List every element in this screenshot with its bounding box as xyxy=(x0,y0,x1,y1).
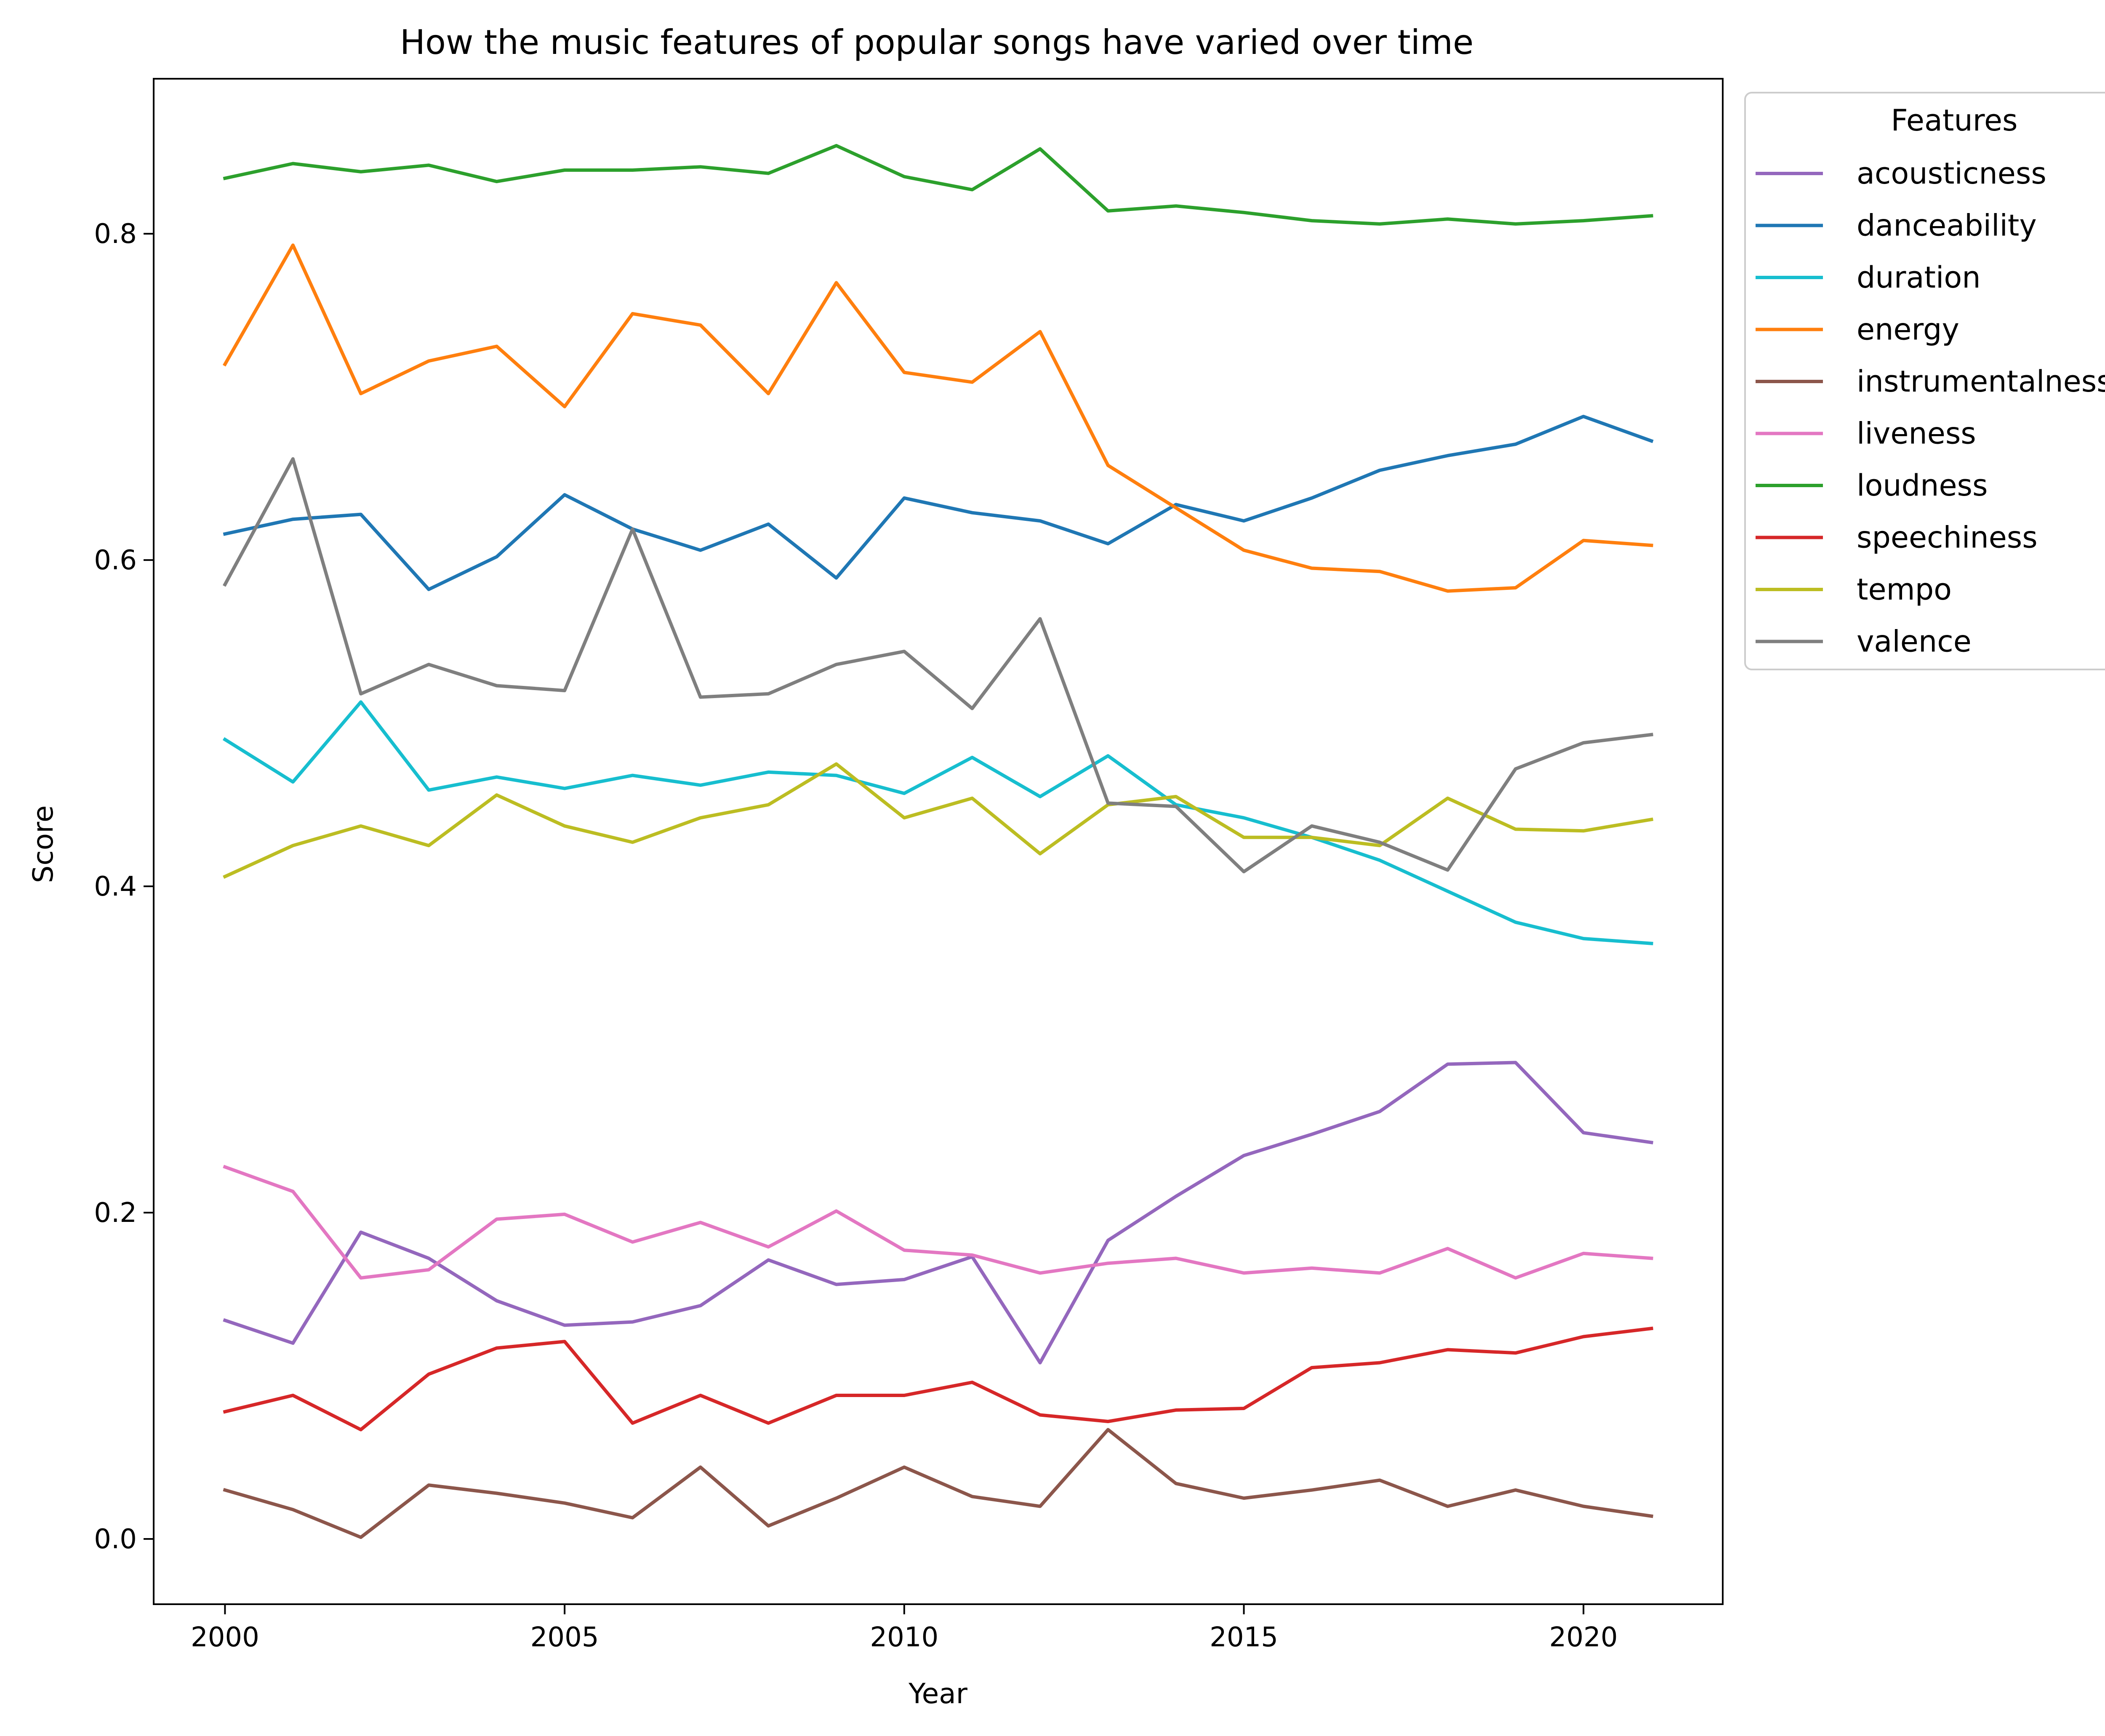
legend-label-tempo: tempo xyxy=(1857,572,1952,607)
series-layer xyxy=(222,144,1654,1539)
y-tick-label: 0.6 xyxy=(94,545,137,576)
series-line-valence xyxy=(222,457,1654,874)
series-line-loudness xyxy=(223,144,1653,226)
legend-title: Features xyxy=(1891,103,2018,138)
legend-label-danceability: danceability xyxy=(1857,208,2037,243)
legend-label-liveness: liveness xyxy=(1857,416,1976,451)
y-tick-label: 0.2 xyxy=(94,1197,137,1229)
x-tick-label: 2005 xyxy=(530,1622,599,1653)
series-line-duration xyxy=(222,700,1653,945)
series-line-danceability xyxy=(223,415,1654,591)
x-axis-label: Year xyxy=(908,1677,968,1710)
y-axis: 0.0 0.2 0.4 0.6 0.8 xyxy=(94,219,154,1555)
legend-label-loudness: loudness xyxy=(1857,468,1988,503)
legend-items: acousticness danceability duration energy in… xyxy=(1756,156,2105,659)
x-tick-label: 2010 xyxy=(870,1622,938,1653)
legend: Features acousticness danceability duratio… xyxy=(1744,92,2105,670)
y-axis-label: Score xyxy=(27,805,59,883)
legend-label-duration: duration xyxy=(1857,260,1981,295)
x-axis: 2000 2005 2010 2015 2020 xyxy=(191,1604,1618,1653)
legend-label-energy: energy xyxy=(1857,312,1959,347)
series-line-acousticness xyxy=(223,1061,1654,1365)
legend-label-instrumentalness: instrumentalness xyxy=(1857,364,2105,399)
x-tick-label: 2015 xyxy=(1210,1622,1278,1653)
series-line-tempo xyxy=(223,762,1654,879)
y-tick-label: 0.4 xyxy=(94,871,137,902)
series-line-liveness xyxy=(223,1165,1653,1280)
x-tick-label: 2000 xyxy=(191,1622,259,1653)
series-line-energy xyxy=(222,243,1653,593)
series-line-instrumentalness xyxy=(223,1428,1654,1539)
y-tick-label: 0.0 xyxy=(94,1524,137,1555)
legend-label-valence: valence xyxy=(1857,624,1972,659)
legend-label-acousticness: acousticness xyxy=(1857,156,2046,191)
legend-label-speechiness: speechiness xyxy=(1857,520,2038,555)
plot-frame xyxy=(153,78,1724,1605)
series-line-speechiness xyxy=(223,1326,1654,1432)
legend-frame xyxy=(1744,92,2105,670)
y-tick-label: 0.8 xyxy=(94,219,137,250)
x-tick-label: 2020 xyxy=(1549,1622,1618,1653)
chart-title: How the music features of popular songs … xyxy=(400,23,1474,62)
